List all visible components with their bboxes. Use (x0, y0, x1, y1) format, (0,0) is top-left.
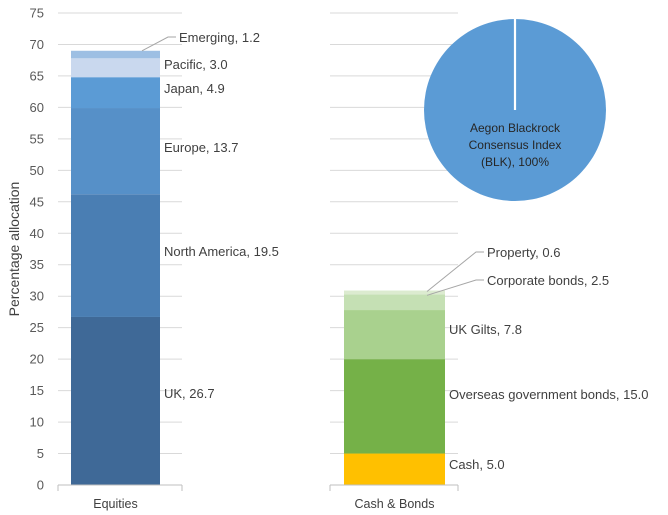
y-tick-label: 20 (30, 352, 44, 367)
bar-segment-overseas-government-bonds (344, 359, 445, 454)
y-axis-title: Percentage allocation (6, 182, 22, 317)
y-tick-label: 55 (30, 131, 44, 146)
stacked-bars (71, 50, 445, 485)
bar-segment-corporate-bonds (344, 294, 445, 311)
y-tick-label: 50 (30, 163, 44, 178)
leader-line (141, 36, 176, 52)
bar-segment-emerging (71, 50, 160, 59)
pie-slice-label: Aegon Blackrock (470, 121, 561, 135)
data-label: Overseas government bonds, 15.0 (449, 387, 648, 402)
y-axis-ticks: 0 5 10 15 20 25 30 35 40 45 50 55 60 65 70 75 (30, 6, 44, 493)
data-label: Japan, 4.9 (164, 81, 225, 96)
data-label: North America, 19.5 (164, 244, 279, 259)
y-tick-label: 25 (30, 320, 44, 335)
y-tick-label: 5 (37, 446, 44, 461)
y-tick-label: 45 (30, 194, 44, 209)
y-tick-label: 35 (30, 257, 44, 272)
data-label: UK, 26.7 (164, 386, 215, 401)
bar-segment-europe (71, 108, 160, 195)
y-tick-label: 40 (30, 226, 44, 241)
pie-slice-label: (BLK), 100% (481, 155, 549, 169)
pie-chart: Aegon Blackrock Consensus Index (BLK), 100… (424, 19, 606, 201)
pie-slice-label: Consensus Index (469, 138, 562, 152)
bar-segment-pacific (71, 58, 160, 78)
x-axis: Equities Cash & Bonds (57, 484, 459, 511)
data-label: Corporate bonds, 2.5 (487, 273, 609, 288)
y-tick-label: 65 (30, 68, 44, 83)
bar-segment-property (344, 290, 445, 295)
data-label: Property, 0.6 (487, 245, 560, 260)
data-label: Cash, 5.0 (449, 457, 505, 472)
data-label: Emerging, 1.2 (179, 30, 260, 45)
y-tick-label: 30 (30, 289, 44, 304)
bar-segment-cash (344, 453, 445, 485)
bar-segment-japan (71, 77, 160, 109)
x-category-label: Equities (93, 497, 137, 511)
leader-lines (141, 36, 484, 296)
bar-segment-uk (71, 316, 160, 485)
y-tick-label: 70 (30, 37, 44, 52)
bar-segment-north-america (71, 194, 160, 317)
y-tick-label: 10 (30, 415, 44, 430)
leader-line (426, 279, 484, 296)
bar-segment-uk-gilts (344, 310, 445, 360)
y-tick-label: 75 (30, 6, 44, 21)
data-labels: UK, 26.7 North America, 19.5 Europe, 13.7 J… (164, 30, 648, 472)
leader-line (426, 251, 484, 292)
x-category-label: Cash & Bonds (355, 497, 435, 511)
y-tick-label: 60 (30, 100, 44, 115)
data-label: Pacific, 3.0 (164, 57, 228, 72)
data-label: Europe, 13.7 (164, 140, 238, 155)
y-tick-label: 15 (30, 383, 44, 398)
y-tick-label: 0 (37, 478, 44, 493)
data-label: UK Gilts, 7.8 (449, 322, 522, 337)
